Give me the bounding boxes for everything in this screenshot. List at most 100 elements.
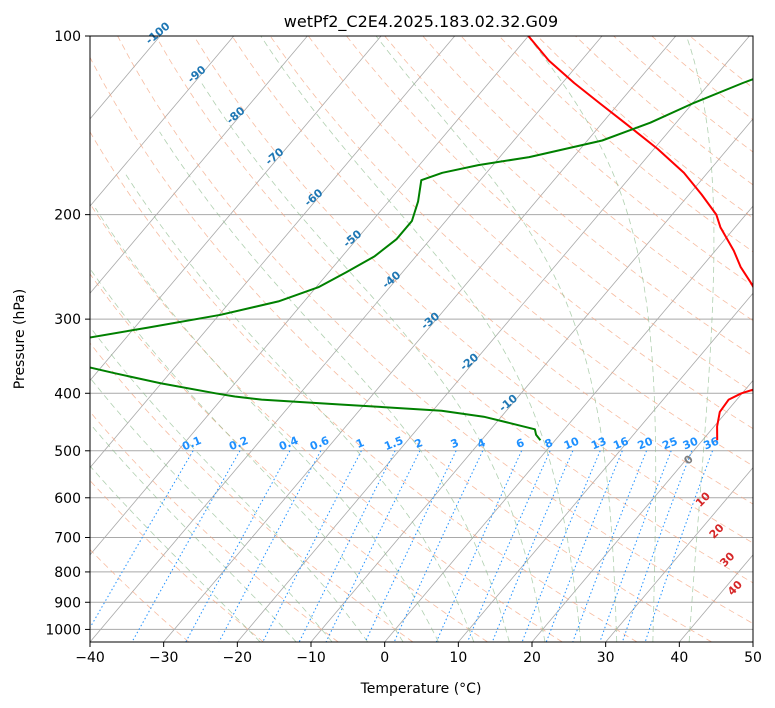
- dry-adiabat: [90, 479, 264, 642]
- isotherm-line: [237, 36, 750, 642]
- x-tick-label: 30: [597, 650, 615, 666]
- dewpoint-profile: [90, 78, 753, 441]
- isotherm-line: [90, 36, 382, 382]
- mixing-ratio-label: 10: [562, 435, 581, 453]
- plot-frame: [89, 35, 754, 643]
- x-tick-label: 10: [449, 650, 467, 666]
- dry-adiabat: [90, 131, 638, 642]
- mixing-ratio-line: [218, 450, 322, 642]
- dry-adiabat: [90, 548, 190, 642]
- isotherm-line: [163, 36, 677, 642]
- moist-adiabat: [90, 377, 333, 642]
- y-tick-label: 800: [54, 565, 81, 581]
- isotherm-lines: [0, 36, 753, 642]
- mixing-ratio-line: [621, 450, 693, 642]
- moist-adiabat: [90, 465, 261, 642]
- dry-adiabat: [90, 56, 712, 642]
- mixing-ratio-line: [364, 450, 457, 642]
- moist-adiabat: [159, 131, 510, 642]
- moist-adiabat: [90, 422, 297, 642]
- chart-title: wetPf2_C2E4.2025.183.02.32.G09: [284, 12, 558, 32]
- mixing-ratio-label: 1: [354, 436, 366, 451]
- moist-adiabat: [95, 207, 439, 642]
- moist-adiabat: [201, 82, 546, 642]
- moist-adiabat: [90, 267, 404, 642]
- dry-adiabat-lines: [90, 36, 753, 642]
- temperature-profile: [527, 36, 753, 441]
- mixing-ratio-label: 36: [702, 435, 721, 453]
- mixing-ratio-label: 3: [449, 436, 461, 451]
- dry-adiabat: [90, 203, 563, 642]
- isotherm-line: [90, 36, 603, 642]
- mixing-ratio-line: [644, 450, 713, 642]
- dry-adiabat: [193, 36, 753, 544]
- y-tick-label: 200: [54, 208, 81, 224]
- moist-adiabat-lines: [90, 36, 715, 642]
- mixing-ratio-label: 13: [589, 435, 608, 453]
- y-tick-label: 300: [54, 312, 81, 328]
- mixing-ratio-line: [521, 450, 601, 642]
- moist-adiabat: [260, 36, 582, 642]
- line-labels: 0.1 0.2 0.4 0.6 1 1.5 2 3 4 6 8 10 13 16 20 25 30 36-100-…: [143, 19, 745, 598]
- x-tick-label: −20: [223, 650, 253, 666]
- dry-adiabat: [117, 36, 753, 624]
- mixing-ratio-line: [298, 450, 396, 642]
- x-tick-label: 20: [523, 650, 541, 666]
- mixing-ratio-line: [131, 450, 241, 642]
- y-tick-label: 100: [54, 29, 81, 45]
- dry-adiabat: [460, 36, 753, 287]
- y-tick-label: 900: [54, 595, 81, 611]
- isotherm-line: [90, 36, 308, 294]
- x-axis-ticks: −40 −30 −20 −10 0 10 20 30 40 50: [75, 642, 762, 666]
- mixing-ratio-lines: [90, 450, 713, 642]
- dry-adiabat: [90, 342, 414, 642]
- moist-adiabat: [124, 172, 475, 642]
- mixing-ratio-line: [262, 450, 362, 642]
- dry-adiabat: [155, 36, 753, 584]
- y-tick-label: 1000: [45, 622, 81, 638]
- y-tick-label: 700: [54, 531, 81, 547]
- moist-adiabat: [686, 36, 715, 642]
- dry-adiabat: [231, 36, 753, 505]
- dry-adiabat: [269, 36, 753, 467]
- sounding-profiles: [90, 36, 753, 441]
- y-axis-label: Pressure (hPa): [12, 289, 28, 389]
- x-tick-label: −30: [149, 650, 179, 666]
- y-axis-ticks: 100 200 300 400 500 600 700 800 900 1000: [45, 29, 90, 638]
- y-tick-label: 400: [54, 386, 81, 402]
- x-tick-label: −40: [75, 650, 105, 666]
- isotherm-line: [0, 36, 13, 642]
- x-tick-label: −10: [296, 650, 326, 666]
- isotherm-line: [458, 292, 753, 642]
- x-tick-label: 40: [670, 650, 688, 666]
- moist-adiabat: [527, 36, 657, 642]
- mixing-ratio-label: 30: [681, 435, 700, 453]
- isotherm-line: [90, 36, 235, 207]
- isotherm-line: [531, 379, 753, 642]
- mixing-ratio-label: 25: [660, 435, 679, 453]
- mixing-ratio-line: [325, 450, 421, 642]
- moist-adiabat: [90, 326, 369, 642]
- mixing-ratio-label: 20: [636, 435, 655, 453]
- x-axis-label: Temperature (°C): [360, 681, 482, 697]
- moist-adiabat: [375, 36, 618, 642]
- y-tick-label: 600: [54, 491, 81, 507]
- mixing-ratio-line: [572, 450, 647, 642]
- mixing-ratio-line: [185, 450, 291, 642]
- mixing-ratio-label: 8: [543, 436, 555, 451]
- mixing-ratio-label: 2: [413, 436, 425, 451]
- isotherm-line: [752, 641, 753, 642]
- mixing-ratio-label: 16: [611, 435, 630, 453]
- mixing-ratio-line: [393, 450, 484, 642]
- dry-adiabat: [90, 273, 488, 642]
- mixing-ratio-line: [545, 450, 623, 642]
- plot-area: [90, 36, 753, 642]
- isotherm-line: [384, 205, 753, 642]
- isotherm-line: [90, 36, 529, 556]
- isotherm-line: [90, 36, 456, 469]
- isotherm-line: [605, 467, 753, 642]
- dry-adiabat: [307, 36, 753, 430]
- x-tick-label: 0: [380, 650, 389, 666]
- x-tick-label: 50: [744, 650, 762, 666]
